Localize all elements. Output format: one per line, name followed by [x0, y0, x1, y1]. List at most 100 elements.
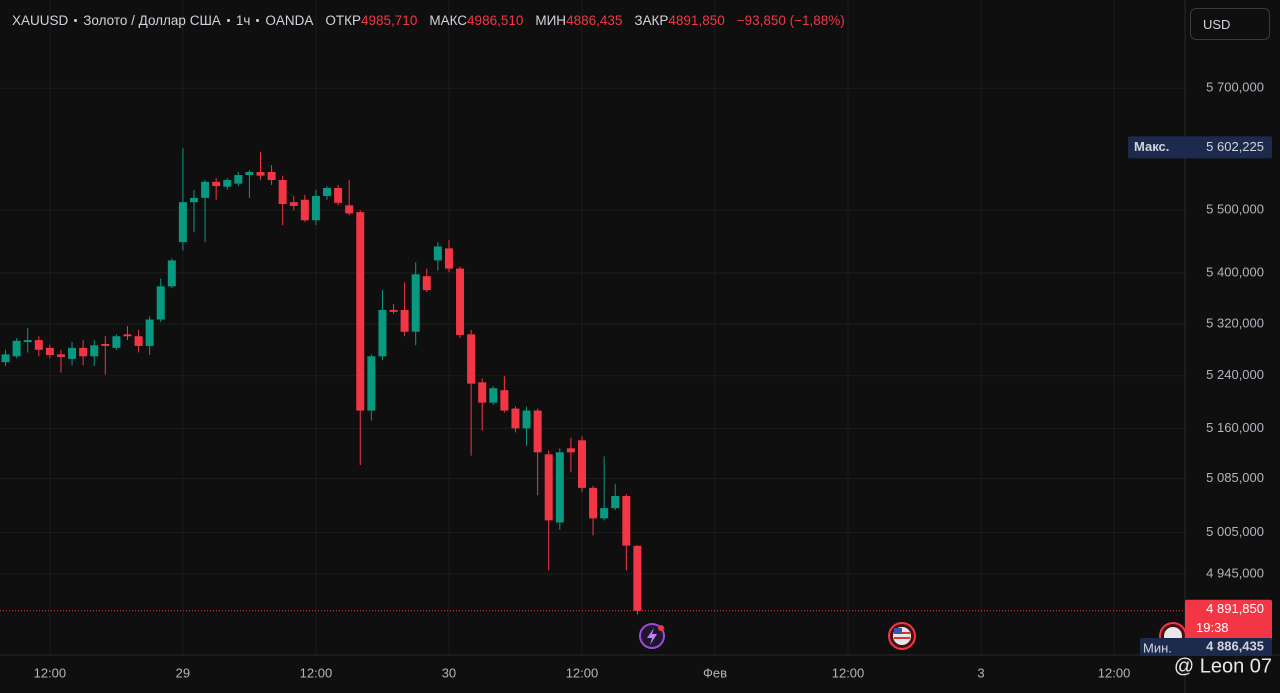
candle-body: [356, 212, 365, 411]
high-label: МАКС: [429, 13, 468, 28]
x-tick-label: 29: [176, 665, 190, 680]
candle-body: [145, 319, 154, 346]
candle-body: [289, 202, 298, 206]
candle-body: [189, 197, 198, 203]
exchange: OANDA: [265, 13, 314, 28]
candle-body: [577, 440, 586, 488]
candle-body: [622, 495, 631, 546]
y-tick-label: 4 945,000: [1206, 565, 1264, 580]
candle-body: [323, 187, 332, 197]
separator: [226, 19, 230, 22]
close-value: 4891,850: [668, 13, 725, 28]
candle-body: [544, 454, 553, 521]
candle-body: [112, 336, 121, 348]
candle-body: [378, 309, 387, 357]
candle-body: [345, 205, 354, 214]
candle-body: [90, 345, 99, 357]
candle-body: [555, 452, 564, 523]
candle-body: [433, 246, 442, 261]
candle-body: [600, 508, 609, 519]
candle-body: [101, 343, 110, 346]
x-tick-label: 12:00: [34, 665, 67, 680]
y-tick-label: 5 500,000: [1206, 202, 1264, 217]
event-icon[interactable]: [639, 623, 665, 649]
candle-body: [267, 171, 276, 180]
candle-body: [68, 347, 77, 359]
max-label: Макс.: [1134, 139, 1169, 154]
candle-body: [411, 274, 420, 332]
y-tick-label: 5 085,000: [1206, 470, 1264, 485]
candle-body: [522, 410, 531, 429]
candle-body: [123, 334, 132, 337]
open-label: ОТКР: [325, 13, 362, 28]
min-label: Мин.: [1143, 640, 1172, 655]
watermark: @ Leon 07: [1174, 655, 1272, 677]
candle-body: [489, 388, 498, 403]
candle-body: [589, 487, 598, 519]
candle-body: [23, 340, 32, 343]
x-tick-label: 12:00: [1098, 665, 1131, 680]
event-flag-icon[interactable]: [888, 622, 916, 650]
symbol-name: Золото / Доллар США: [83, 13, 221, 28]
candle-body: [500, 390, 509, 411]
min-value: 4 886,435: [1206, 638, 1264, 653]
candle-body: [511, 408, 520, 429]
candle-body: [478, 382, 487, 403]
last-price-label: 4 891,850: [1206, 601, 1264, 616]
high-value: 4986,510: [467, 13, 524, 28]
candle-body: [45, 347, 54, 355]
open-value: 4985,710: [361, 13, 418, 28]
candle-body: [156, 286, 165, 320]
candle-body: [400, 309, 409, 332]
currency-button[interactable]: USD: [1190, 8, 1270, 40]
low-label: МИН: [535, 13, 567, 28]
y-tick-label: 5 240,000: [1206, 367, 1264, 382]
y-tick-label: 5 320,000: [1206, 315, 1264, 330]
candle-body: [12, 340, 21, 357]
candle-body: [56, 354, 65, 357]
candle-body: [178, 202, 187, 243]
candle-body: [300, 199, 309, 221]
x-tick-label: Фев: [703, 665, 727, 680]
candle-body: [389, 309, 398, 312]
candle-body: [611, 495, 620, 509]
candle-body: [245, 171, 254, 176]
symbol: XAUUSD: [12, 13, 69, 28]
x-tick-label: 12:00: [832, 665, 865, 680]
candle-body: [34, 340, 43, 350]
candle-body: [256, 171, 265, 176]
low-value: 4886,435: [566, 13, 623, 28]
symbol-header: XAUUSD Золото / Доллар США 1ч OANDA ОТКР…: [12, 13, 845, 28]
candle-body: [311, 196, 320, 221]
y-tick-label: 5 005,000: [1206, 524, 1264, 539]
candle-body: [456, 268, 465, 335]
countdown: 19:38: [1196, 620, 1229, 635]
candle-body: [533, 410, 542, 453]
candle-body: [134, 336, 143, 346]
candle-body: [167, 260, 176, 287]
y-tick-label: 5 400,000: [1206, 264, 1264, 279]
candle-body: [201, 181, 210, 198]
separator: [256, 19, 260, 22]
x-tick-label: 3: [977, 665, 984, 680]
candle-body: [278, 179, 287, 205]
x-tick-label: 12:00: [300, 665, 333, 680]
interval: 1ч: [235, 13, 251, 28]
min-label-box: [1140, 638, 1272, 656]
candle-body: [444, 248, 453, 269]
change-value: −93,850 (−1,88%): [736, 13, 845, 28]
candle-body: [1, 354, 10, 363]
candle-body: [367, 356, 376, 411]
candle-body: [467, 334, 476, 384]
close-label: ЗАКР: [634, 13, 669, 28]
x-tick-label: 12:00: [566, 665, 599, 680]
candle-body: [223, 179, 232, 187]
candle-body: [566, 448, 575, 453]
candle-body: [234, 175, 243, 184]
candle-body: [633, 545, 642, 611]
last-price-box: [1185, 599, 1272, 642]
candle-body: [334, 187, 343, 203]
candle-body: [79, 347, 88, 357]
